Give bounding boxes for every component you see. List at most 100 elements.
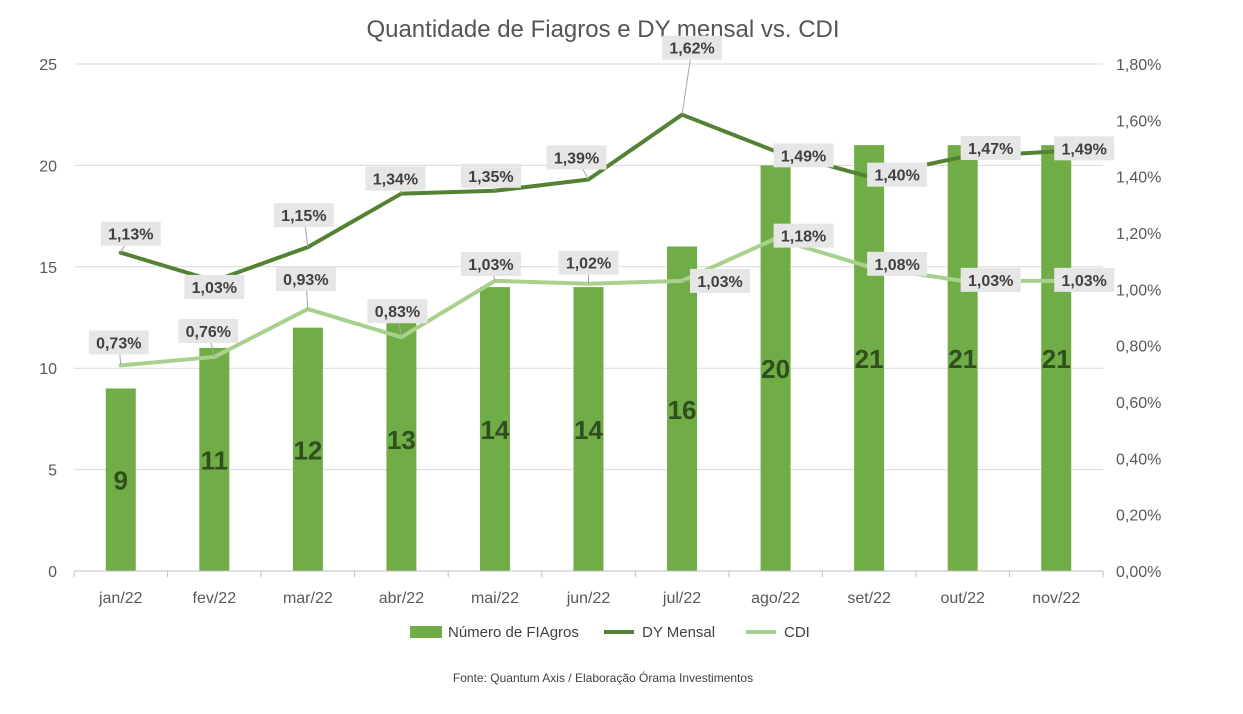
x-tick-label: fev/22 <box>193 590 237 607</box>
data-label-box <box>773 223 834 248</box>
data-label-box <box>867 251 928 276</box>
data-label-box <box>460 251 521 276</box>
point-value-label: 1,03% <box>192 280 237 297</box>
x-tick-label: mar/22 <box>283 590 333 607</box>
data-label-box <box>367 299 428 324</box>
point-value-label: 1,08% <box>874 257 919 274</box>
point-value-label: 1,34% <box>373 172 418 189</box>
data-label-box <box>960 135 1021 160</box>
x-tick-label: nov/22 <box>1032 590 1080 607</box>
point-value-label: 0,76% <box>186 324 231 341</box>
bar-value-label: 21 <box>855 344 884 374</box>
y-right-tick-label: 1,00% <box>1116 282 1161 299</box>
y-right-tick-label: 1,40% <box>1116 170 1161 187</box>
point-value-label: 1,62% <box>669 41 714 58</box>
point-value-label: 1,15% <box>281 208 326 225</box>
x-tick-label: out/22 <box>940 590 985 607</box>
point-value-label: 1,02% <box>566 256 611 273</box>
bar-value-label: 14 <box>574 415 603 445</box>
bar <box>1041 145 1072 571</box>
point-value-label: 0,73% <box>96 335 141 352</box>
point-value-label: 1,40% <box>874 168 919 185</box>
x-tick-label: ago/22 <box>751 590 800 607</box>
legend-swatch-bar <box>410 626 442 638</box>
bar <box>479 287 510 571</box>
data-label-box <box>662 35 723 60</box>
y-right-tick-label: 0,80% <box>1116 339 1161 356</box>
x-tick-label: jun/22 <box>566 590 611 607</box>
data-label-box <box>773 143 834 168</box>
data-label-box <box>546 145 607 170</box>
bar <box>573 287 604 571</box>
x-tick-label: mai/22 <box>471 590 519 607</box>
data-label-box <box>960 267 1021 292</box>
bar <box>292 327 323 571</box>
data-label-box <box>100 221 161 246</box>
bar <box>854 145 885 571</box>
data-label-box <box>88 330 149 355</box>
data-label-box <box>558 250 619 275</box>
point-value-label: 1,18% <box>781 229 826 246</box>
y-left-tick-label: 10 <box>39 361 57 378</box>
data-label-box <box>273 203 334 228</box>
data-label-box <box>184 274 245 299</box>
x-tick-label: abr/22 <box>379 590 424 607</box>
y-right-tick-label: 0,40% <box>1116 451 1161 468</box>
bar-value-label: 11 <box>201 445 229 475</box>
bar-value-label: 14 <box>480 415 509 445</box>
bar-value-label: 20 <box>761 354 790 384</box>
bar-value-label: 12 <box>293 435 322 465</box>
point-value-label: 1,03% <box>697 274 742 291</box>
data-labels: 9 11 12 13 14 14 16 20 21 21 21 1,13% 1,03% 1,15% 1,34… <box>88 35 1115 496</box>
point-value-label: 1,49% <box>781 148 826 165</box>
data-label-box <box>1054 136 1115 161</box>
point-value-label: 0,93% <box>283 272 328 289</box>
bar <box>667 246 698 571</box>
point-value-label: 1,03% <box>1062 273 1107 290</box>
y-right-tick-label: 0,00% <box>1116 564 1161 581</box>
legend-label: Número de FIAgros <box>448 624 579 641</box>
x-tick-label: jan/22 <box>98 590 143 607</box>
legend-label: DY Mensal <box>642 624 715 641</box>
data-label-box <box>690 268 751 293</box>
x-tick-label: set/22 <box>847 590 891 607</box>
point-value-label: 1,03% <box>468 257 513 274</box>
y-right-tick-label: 1,20% <box>1116 226 1161 243</box>
y-right-tick-label: 1,60% <box>1116 113 1161 130</box>
point-value-label: 1,39% <box>554 150 599 167</box>
bars <box>105 145 1072 571</box>
bar <box>199 347 230 571</box>
bar <box>947 145 978 571</box>
y-left-tick-label: 5 <box>48 463 57 480</box>
data-label-box <box>275 267 336 292</box>
bar <box>105 388 136 571</box>
axes: 0 5 10 15 20 25 0,00% 0,20% 0,40% 0,60% 0,80% 1,00%… <box>39 57 1161 607</box>
bar-value-label: 21 <box>948 344 977 374</box>
y-left-tick-label: 0 <box>48 564 57 581</box>
source-note: Fonte: Quantum Axis / Elaboração Órama I… <box>453 670 753 685</box>
point-value-label: 0,83% <box>375 304 420 321</box>
data-label-box <box>365 166 426 191</box>
bar-value-label: 9 <box>114 466 128 496</box>
point-value-label: 1,03% <box>968 273 1013 290</box>
bar <box>386 307 417 571</box>
data-label-box <box>178 318 239 343</box>
legend-label: CDI <box>784 624 810 641</box>
data-label-box <box>460 163 521 188</box>
point-value-label: 1,13% <box>108 227 153 244</box>
y-left-tick-label: 20 <box>39 158 57 175</box>
y-right-tick-label: 0,20% <box>1116 508 1161 525</box>
point-value-label: 1,49% <box>1062 141 1107 158</box>
y-right-tick-label: 0,60% <box>1116 395 1161 412</box>
y-left-tick-label: 15 <box>39 260 57 277</box>
data-label-box <box>1054 267 1115 292</box>
bar-value-label: 13 <box>387 425 416 455</box>
y-left-tick-label: 25 <box>39 57 57 74</box>
x-tick-label: jul/22 <box>662 590 701 607</box>
point-value-label: 1,47% <box>968 141 1013 158</box>
y-right-tick-label: 1,80% <box>1116 57 1161 74</box>
legend: Número de FIAgros DY Mensal CDI <box>410 624 810 641</box>
chart-title: Quantidade de Fiagros e DY mensal vs. CD… <box>366 16 839 43</box>
bar-value-label: 16 <box>668 395 697 425</box>
